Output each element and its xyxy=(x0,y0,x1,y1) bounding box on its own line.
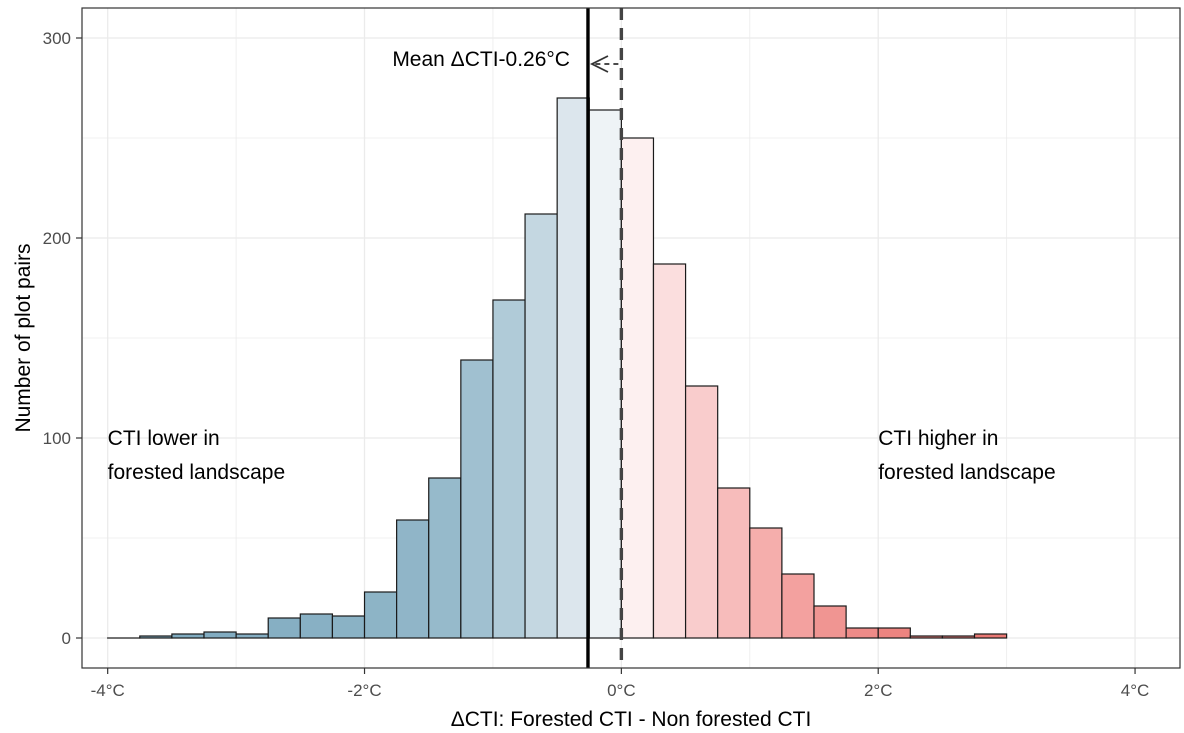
x-tick-label: -4°C xyxy=(91,681,125,700)
histogram-bar xyxy=(749,527,783,639)
histogram-bar xyxy=(396,519,430,639)
histogram-bar xyxy=(556,97,590,639)
panel-border xyxy=(81,7,1181,669)
histogram-bar xyxy=(524,213,558,639)
histogram-bar xyxy=(781,573,815,639)
y-tick-label: 0 xyxy=(62,629,71,648)
axis-ticks: -4°C -2°C 0°C 2°C 4°C 0 100 200 300 xyxy=(43,29,1150,700)
histogram-bar xyxy=(492,299,526,639)
histogram-bar xyxy=(363,591,398,639)
mean-annotation: Mean ΔCTI-0.26°C xyxy=(392,48,570,71)
histogram-bar xyxy=(813,605,847,639)
histogram-bar xyxy=(139,635,173,639)
histogram-bar xyxy=(652,263,687,639)
mean-arrow-head xyxy=(589,55,609,73)
histogram-bar xyxy=(299,613,334,639)
reference-lines xyxy=(586,8,624,668)
histogram-bar xyxy=(428,477,462,639)
histogram-bar xyxy=(331,615,366,639)
x-tick-label: 2°C xyxy=(864,681,893,700)
right-annotation-line1: CTI higher in xyxy=(878,427,998,450)
histogram-bar xyxy=(620,137,655,639)
left-annotation-line2: forested landscape xyxy=(108,461,285,484)
x-tick-label: -2°C xyxy=(347,681,381,700)
histogram-bar xyxy=(460,359,494,639)
right-annotation-line2: forested landscape xyxy=(878,461,1055,484)
histogram-bar xyxy=(588,109,622,639)
histogram-bar xyxy=(267,617,301,639)
y-tick-label: 300 xyxy=(43,29,71,48)
y-tick-label: 100 xyxy=(43,429,71,448)
histogram-bar xyxy=(973,633,1008,639)
y-tick-label: 200 xyxy=(43,229,71,248)
x-tick-label: 0°C xyxy=(607,681,636,700)
y-axis-label: Number of plot pairs xyxy=(12,243,35,432)
histogram-bar xyxy=(203,631,237,639)
x-axis-label: ΔCTI: Forested CTI - Non forested CTI xyxy=(451,708,812,731)
histogram-bar xyxy=(684,385,719,639)
histogram-bar xyxy=(909,635,944,639)
left-annotation-line1: CTI lower in xyxy=(108,427,220,450)
histogram-bar xyxy=(845,627,879,639)
histogram-bar xyxy=(717,487,751,639)
histogram-bar xyxy=(877,627,911,639)
histogram-bar xyxy=(171,633,205,639)
histogram-bar xyxy=(235,633,269,639)
histogram-bar xyxy=(941,635,976,639)
x-tick-label: 4°C xyxy=(1121,681,1150,700)
histogram-bars xyxy=(107,97,1008,639)
